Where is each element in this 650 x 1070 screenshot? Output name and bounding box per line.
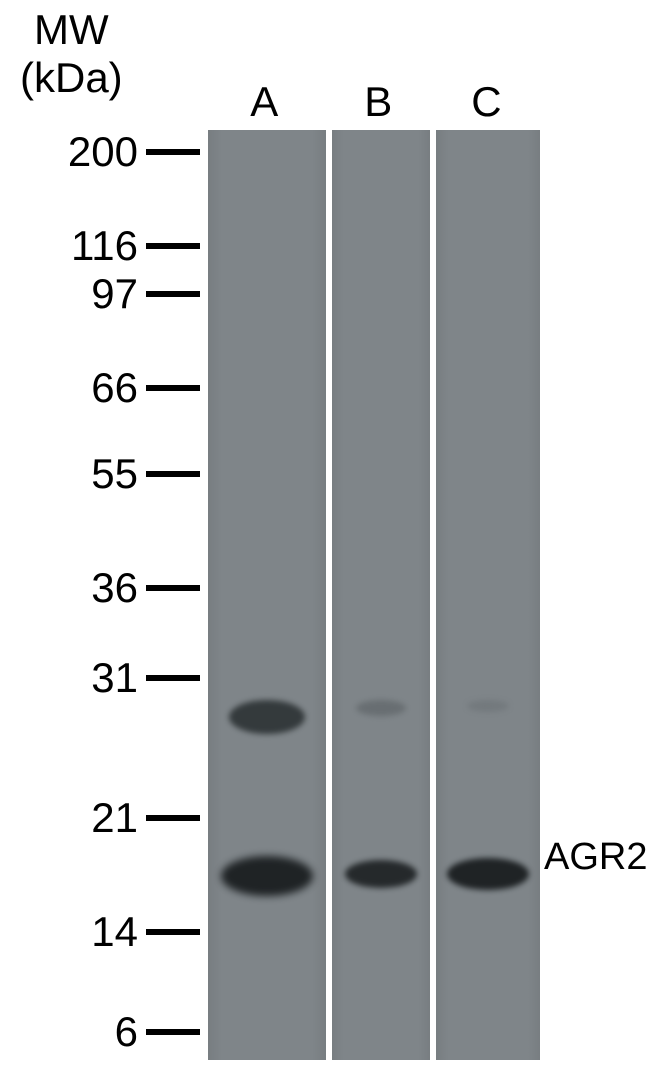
band xyxy=(229,700,305,734)
blot-figure: MW (kDa) 200 11697 66 55 36 31 21 14 6 A B C AGR2 xyxy=(0,0,650,1070)
mw-tick xyxy=(146,675,200,681)
band xyxy=(447,858,529,890)
lane-c xyxy=(436,130,540,1060)
band xyxy=(345,860,417,888)
axis-title-line1: MW xyxy=(20,6,123,54)
axis-title-line2: (kDa) xyxy=(20,54,123,102)
mw-tick xyxy=(146,585,200,591)
mw-label: 97 xyxy=(91,270,138,318)
band xyxy=(467,700,509,712)
lane-a xyxy=(208,130,326,1060)
mw-tick xyxy=(146,471,200,477)
mw-label: 21 xyxy=(91,794,138,842)
lane-b xyxy=(332,130,430,1060)
mw-tick xyxy=(146,815,200,821)
mw-label: 66 xyxy=(91,364,138,412)
mw-label: 116 xyxy=(71,222,138,270)
lane-header-a: A xyxy=(250,78,278,126)
mw-label: 31 xyxy=(91,654,138,702)
mw-label: 200 xyxy=(68,128,138,176)
mw-label: 14 xyxy=(91,908,138,956)
blot-region xyxy=(208,130,540,1060)
lane-separator xyxy=(326,130,332,1060)
lane-header-c: C xyxy=(471,78,501,126)
target-label: AGR2 xyxy=(544,836,647,879)
mw-label: 36 xyxy=(91,564,138,612)
mw-tick xyxy=(146,1029,200,1035)
mw-tick xyxy=(146,385,200,391)
lane-separator xyxy=(430,130,436,1060)
band xyxy=(221,856,313,896)
mw-label: 55 xyxy=(91,450,138,498)
mw-label: 6 xyxy=(115,1008,138,1056)
mw-tick xyxy=(146,929,200,935)
lane-header-b: B xyxy=(364,78,392,126)
band xyxy=(356,700,406,716)
mw-tick xyxy=(146,149,200,155)
axis-title: MW (kDa) xyxy=(20,6,123,102)
mw-tick xyxy=(146,243,200,249)
mw-tick xyxy=(146,291,200,297)
